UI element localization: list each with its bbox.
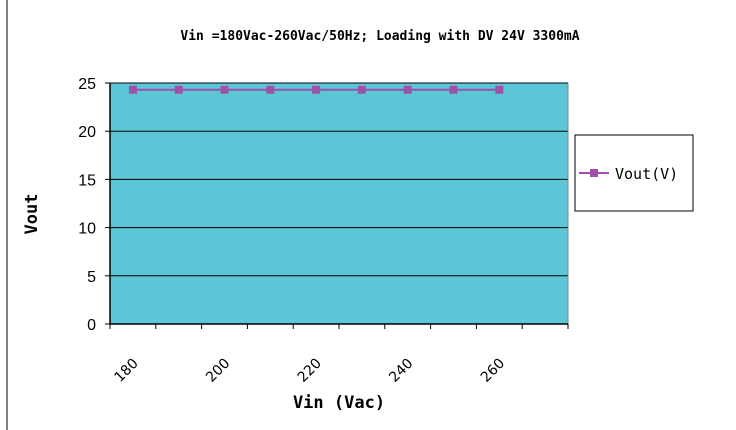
data-point (403, 85, 412, 94)
data-point (266, 85, 275, 94)
data-point (128, 85, 137, 94)
data-point (312, 85, 321, 94)
y-tick-label: 0 (87, 317, 96, 334)
gridlines (110, 82, 568, 277)
plot-area (110, 83, 568, 324)
data-point (174, 85, 183, 94)
y-tick-label: 10 (78, 221, 96, 238)
x-axis-label: Vin (Vac) (293, 393, 385, 413)
series-vout (128, 85, 504, 94)
x-tick-label: 180 (112, 356, 142, 386)
legend-marker (590, 169, 598, 177)
x-tick-label: 240 (386, 356, 416, 386)
y-tick-label: 25 (78, 76, 96, 93)
y-axis-label: Vout (22, 194, 42, 235)
y-tick-label: 5 (87, 269, 96, 286)
y-ticks: 0 5 10 15 20 25 (78, 76, 110, 334)
y-tick-label: 15 (78, 172, 96, 189)
x-tick-label: 220 (295, 356, 325, 386)
data-point (495, 85, 504, 94)
chart-title: Vin =180Vac-260Vac/50Hz; Loading with DV… (180, 29, 579, 44)
legend: Vout(V) (574, 134, 694, 212)
data-point (220, 85, 229, 94)
legend-label: Vout(V) (615, 165, 678, 183)
y-tick-label: 20 (78, 124, 96, 141)
data-point (357, 85, 366, 94)
x-tick-label: 200 (203, 356, 233, 386)
x-tick-label: 260 (478, 356, 508, 386)
x-ticks: 180 200 220 240 260 (109, 324, 569, 386)
data-point (449, 85, 458, 94)
